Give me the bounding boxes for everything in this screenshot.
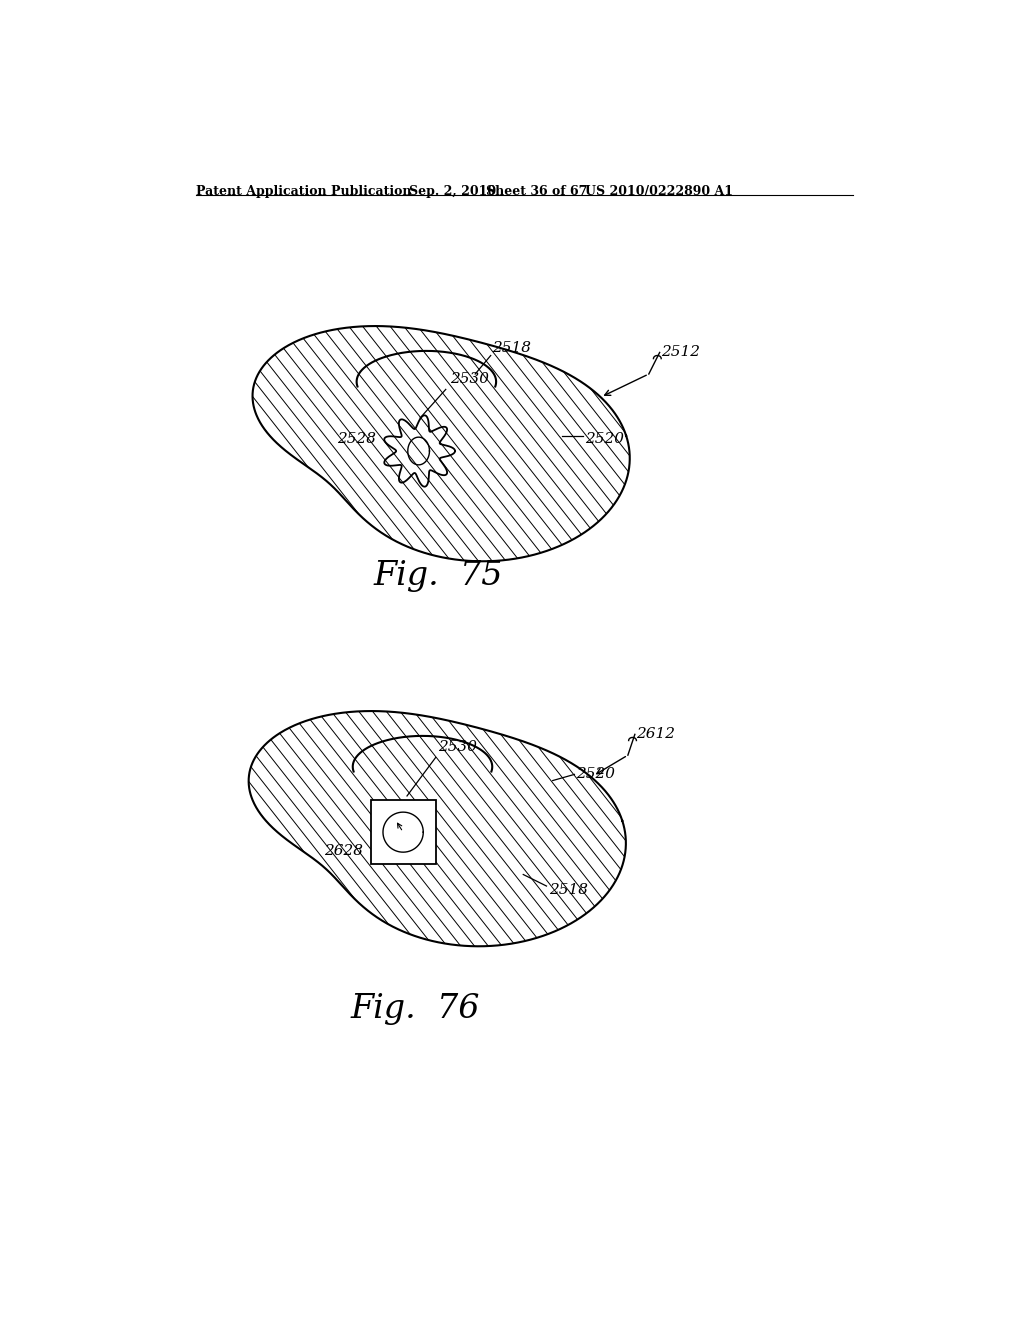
Text: 2612: 2612 [636,727,676,742]
Text: 2518: 2518 [549,883,588,896]
Text: Patent Application Publication: Patent Application Publication [197,185,412,198]
Text: 2518: 2518 [493,341,531,355]
FancyBboxPatch shape [371,800,435,865]
Text: 2530: 2530 [438,739,477,754]
PathPatch shape [249,711,626,946]
Text: Fig.  75: Fig. 75 [374,560,503,591]
Text: Sheet 36 of 67: Sheet 36 of 67 [486,185,588,198]
Text: Sep. 2, 2010: Sep. 2, 2010 [409,185,496,198]
Text: 2628: 2628 [324,845,362,858]
Text: 2520: 2520 [575,767,615,781]
Text: 2520: 2520 [586,433,625,446]
Text: 2528: 2528 [337,433,376,446]
Text: Fig.  76: Fig. 76 [350,993,479,1026]
Text: US 2010/0222890 A1: US 2010/0222890 A1 [586,185,733,198]
PathPatch shape [253,326,630,561]
Text: 2512: 2512 [662,346,700,359]
Text: 2530: 2530 [450,371,488,385]
